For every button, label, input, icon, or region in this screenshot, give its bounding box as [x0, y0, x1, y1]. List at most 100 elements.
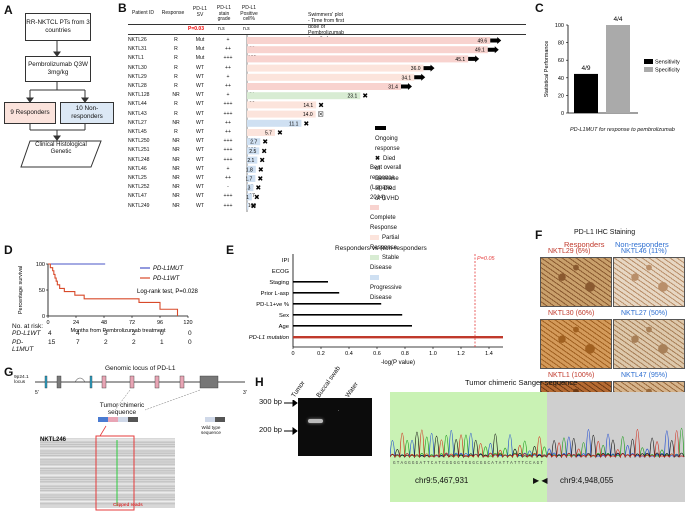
panel-b-label: B — [118, 1, 127, 15]
cell-grade: +++ — [223, 193, 233, 200]
e-category: ECOG — [272, 269, 290, 275]
cell-id: NKTL1 — [128, 55, 144, 62]
e-xtick-label: 0.4 — [345, 351, 353, 357]
legend-died-gvhd: ☒ Died of GVHD — [375, 186, 400, 202]
cell-sv: WT — [196, 129, 204, 135]
e-xtick-label: 0.6 — [373, 351, 381, 357]
panel-c-label: C — [535, 1, 544, 15]
swimmer-bar — [247, 46, 488, 54]
panel-d-label: D — [4, 243, 13, 257]
death-marker: ✖ — [303, 120, 309, 128]
panel-g-locus: 5' 3' — [35, 375, 247, 511]
swimmer-bar — [247, 73, 415, 81]
gel-band-tumor — [308, 419, 323, 423]
cell-id: NKTL128 — [128, 92, 150, 99]
wildtype-segment — [205, 417, 215, 422]
cell-id: NKTL46 — [128, 165, 147, 172]
d-ylabel: Percentage survival — [18, 266, 24, 314]
ihc-sample-label: NKTL1 (100%) — [548, 372, 595, 379]
swimmer-bar — [247, 202, 249, 210]
cell-id: NKTL26 — [128, 37, 147, 43]
cell-id: NKTL250 — [128, 138, 150, 145]
cell-sv: WT — [196, 147, 204, 154]
ongoing-arrow — [423, 64, 435, 72]
swimmer-bar — [247, 55, 469, 63]
risk-row: PD-L1MUT 15 7 2 2 1 0 — [12, 339, 192, 353]
e-bar — [293, 292, 340, 294]
e-bar — [293, 336, 503, 339]
cell-resp: NR — [172, 156, 180, 163]
swimmer-value: 49.1 — [475, 48, 485, 54]
cell-resp: NR — [172, 193, 180, 200]
genomic-locus-title: Genomic locus of PD-L1 — [105, 365, 176, 372]
panel-c-xlabel: PD-L1MUT for response to pembrolizumab — [570, 127, 675, 133]
swimmer-bar — [247, 156, 258, 164]
cell-sv: WT — [196, 184, 204, 191]
cell-resp: R — [174, 64, 178, 71]
risk-rows: PD-L1WT 4 4 3 2 0 0 PD-L1MUT 15 7 2 2 1 0 — [12, 330, 192, 353]
header-sv: PD-L1 SV — [192, 6, 208, 18]
chimeric-segment — [108, 417, 118, 422]
e-category: Age — [279, 324, 289, 330]
risk-value: 4 — [48, 330, 52, 337]
cell-pos: 97 — [249, 193, 255, 200]
exon-block — [154, 375, 160, 389]
swimmer-value: 2.5 — [249, 149, 256, 155]
ongoing-arrow — [400, 83, 412, 90]
risk-value: 0 — [160, 330, 164, 337]
zoom-lines — [114, 389, 201, 411]
swimmer-value: 23.1 — [348, 94, 358, 100]
panel-e-label: E — [226, 243, 235, 257]
three-prime: 3' — [243, 390, 247, 396]
risk-value: 15 — [48, 339, 56, 346]
cell-resp: NR — [172, 138, 180, 145]
cell-grade: - — [227, 184, 229, 191]
ihc-tissue-image — [540, 257, 612, 307]
ihc-sample-label: NKTL30 (60%) — [548, 310, 595, 317]
panel-h-label: H — [255, 375, 264, 389]
d-xtick-label: 24 — [73, 320, 79, 326]
c-data-label: 4/4 — [613, 16, 622, 23]
c-ytick-label: 60 — [558, 58, 564, 64]
d-ytick-label: 0 — [42, 314, 45, 320]
swimmer-value: 34.1 — [401, 75, 411, 81]
swimmer-value: 11.1 — [289, 121, 299, 127]
swimmer-bar — [247, 175, 256, 182]
cell-pos: 100 — [247, 202, 257, 209]
c-ytick-label: 100 — [555, 23, 564, 29]
e-category: PD-L1 mutation — [249, 335, 289, 341]
gel-speck — [338, 410, 339, 411]
junction-arrows: ▶ ◀ — [533, 476, 548, 485]
risk-row: PD-L1WT 4 4 3 2 0 0 — [12, 330, 192, 339]
c-legend-label: Specificity — [655, 68, 680, 74]
cell-sv: WT — [196, 110, 204, 117]
gvhd-marker: ☒ — [318, 111, 324, 119]
sanger-title: Tumor chimeric Sanger sequence — [465, 378, 578, 387]
panel-e-title: Responders vs Non-responders — [335, 245, 427, 252]
cell-id: NKTL29 — [128, 73, 147, 80]
sample-label: NKTL246 — [40, 437, 67, 443]
legend-complete: Complete Response — [370, 203, 402, 233]
e-bar — [293, 281, 328, 283]
cell-id: NKTL28 — [128, 83, 147, 89]
cell-sv: WT — [196, 64, 204, 71]
cell-grade: ++ — [225, 175, 231, 181]
cell-grade: + — [226, 165, 230, 172]
cell-sv: WT — [196, 175, 204, 181]
d-xtick-label: 72 — [129, 320, 135, 326]
death-marker: ✖ — [254, 193, 260, 201]
risk-value: 4 — [76, 330, 80, 337]
cell-id: NKTL47 — [128, 193, 147, 200]
cell-id: NKTL25 — [128, 175, 147, 181]
swimmer-value: 31.4 — [388, 85, 398, 91]
clipped-label: Clipped reads — [113, 503, 143, 508]
risk-label: PD-L1MUT — [12, 339, 34, 353]
cell-resp: NR — [172, 119, 180, 126]
